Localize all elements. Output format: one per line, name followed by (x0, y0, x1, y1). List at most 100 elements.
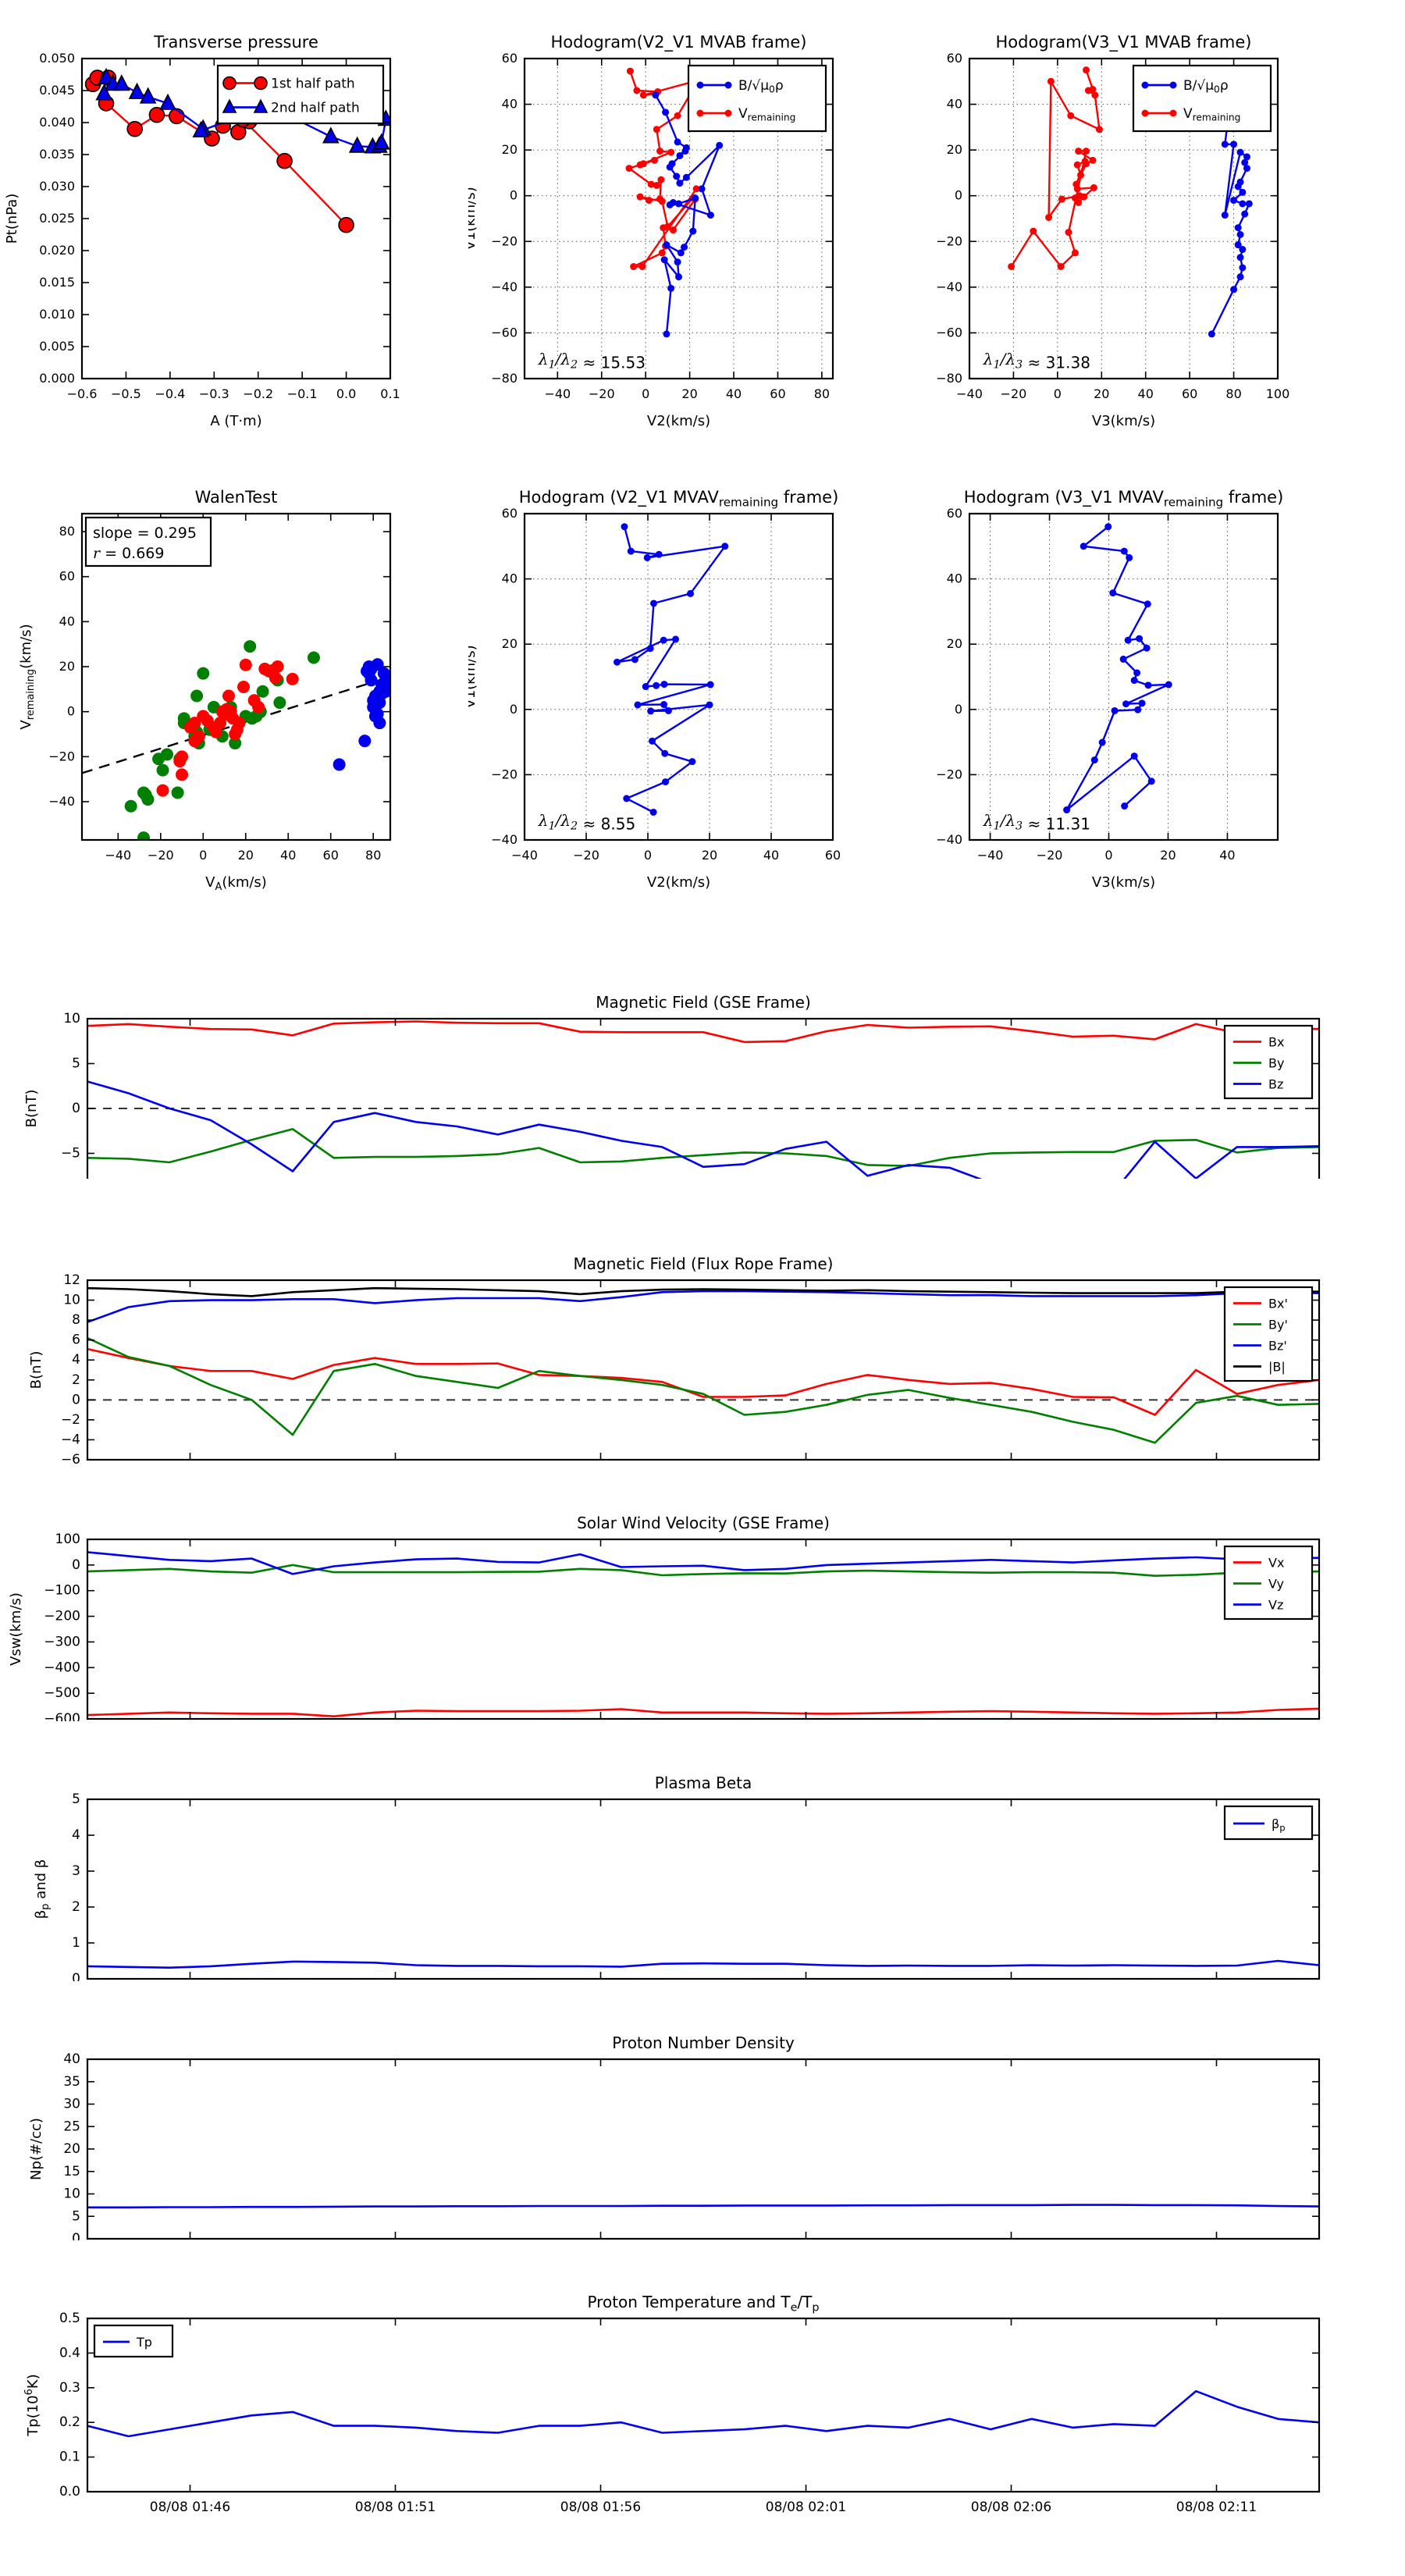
svg-text:100: 100 (55, 1532, 80, 1547)
svg-text:100: 100 (1266, 386, 1290, 401)
svg-text:Bx': Bx' (1268, 1297, 1288, 1311)
svg-text:Tp: Tp (136, 2335, 152, 2350)
panel-hodogram-v3v1-mvab: −40 −20 0 20 40 60 80 100 −80 −60 −40 −20 0 20 40 60 Hod… (937, 33, 1290, 429)
svg-text:Bz': Bz' (1268, 1339, 1287, 1354)
svg-text:0.015: 0.015 (39, 275, 75, 290)
svg-text:0: 0 (642, 386, 649, 401)
svg-text:20: 20 (1160, 848, 1176, 863)
svg-text:0.030: 0.030 (39, 179, 75, 194)
svg-text:0: 0 (72, 1392, 80, 1407)
svg-text:0.050: 0.050 (39, 51, 75, 66)
svg-text:60: 60 (1182, 386, 1197, 401)
svg-text:−40: −40 (937, 279, 962, 294)
svg-text:Proton Number Density: Proton Number Density (612, 2033, 795, 2052)
svg-text:40: 40 (63, 2051, 80, 2067)
svg-text:−80: −80 (491, 371, 518, 386)
svg-text:0: 0 (72, 1101, 80, 1116)
svg-text:0.3: 0.3 (59, 2380, 80, 2396)
svg-text:Vy: Vy (1268, 1577, 1284, 1592)
svg-text:10: 10 (63, 2186, 80, 2202)
svg-text:Hodogram(V2_V1 MVAB frame): Hodogram(V2_V1 MVAB frame) (551, 33, 807, 52)
svg-text:Vx: Vx (1268, 1556, 1284, 1571)
svg-text:V2(km/s): V2(km/s) (647, 413, 710, 429)
svg-text:40: 40 (947, 97, 962, 112)
svg-text:βp: βp (1272, 1816, 1286, 1834)
svg-text:B/√μ0ρ: B/√μ0ρ (1183, 78, 1229, 95)
svg-text:0: 0 (1054, 386, 1062, 401)
svg-text:0.0: 0.0 (59, 2484, 80, 2500)
svg-text:80: 80 (1225, 386, 1241, 401)
svg-text:λ1/λ2 ≈ 8.55: λ1/λ2 ≈ 8.55 (538, 811, 635, 833)
svg-text:60: 60 (770, 386, 785, 401)
svg-text:20: 20 (238, 848, 254, 863)
svg-text:0.1: 0.1 (380, 386, 400, 401)
svg-text:0: 0 (510, 188, 518, 203)
svg-text:40: 40 (280, 848, 296, 863)
svg-text:Hodogram(V3_V1 MVAB frame): Hodogram(V3_V1 MVAB frame) (996, 33, 1252, 52)
svg-text:−2: −2 (61, 1412, 80, 1428)
svg-text:−500: −500 (44, 1685, 80, 1701)
svg-text:WalenTest: WalenTest (195, 488, 278, 507)
svg-text:−40: −40 (956, 386, 983, 401)
svg-text:60: 60 (947, 51, 962, 66)
svg-text:−600: −600 (44, 1711, 80, 1721)
svg-text:−0.1: −0.1 (287, 386, 318, 401)
svg-text:−40: −40 (105, 848, 131, 863)
svg-text:0: 0 (955, 188, 962, 203)
svg-text:Vsw(km/s): Vsw(km/s) (8, 1592, 24, 1666)
svg-text:V3(km/s): V3(km/s) (1092, 413, 1155, 429)
panel-walen-test: −40 −20 0 20 40 60 80 −40 −20 0 20 40 60 80 WalenTest V… (18, 488, 392, 893)
svg-text:r = 0.669: r = 0.669 (93, 545, 165, 562)
svg-text:0.000: 0.000 (39, 371, 75, 386)
svg-text:20: 20 (63, 2141, 80, 2157)
svg-text:20: 20 (59, 659, 75, 674)
svg-text:−40: −40 (937, 832, 962, 847)
svg-text:2: 2 (72, 1899, 80, 1915)
svg-text:40: 40 (726, 386, 742, 401)
svg-text:Magnetic Field (GSE Frame): Magnetic Field (GSE Frame) (596, 993, 811, 1012)
svg-text:−0.4: −0.4 (155, 386, 185, 401)
svg-text:40: 40 (1138, 386, 1154, 401)
svg-text:λ1/λ3 ≈ 11.31: λ1/λ3 ≈ 11.31 (983, 811, 1090, 833)
svg-text:Plasma Beta: Plasma Beta (655, 1774, 752, 1792)
svg-text:−200: −200 (44, 1609, 80, 1624)
svg-text:−0.5: −0.5 (111, 386, 141, 401)
svg-text:6: 6 (72, 1332, 80, 1348)
svg-text:λ1/λ2 ≈ 15.53: λ1/λ2 ≈ 15.53 (538, 350, 646, 372)
svg-text:0.020: 0.020 (39, 243, 75, 258)
svg-text:Transverse pressure: Transverse pressure (153, 33, 318, 52)
svg-text:0: 0 (72, 2231, 80, 2240)
svg-text:Vremaining(km/s): Vremaining(km/s) (18, 624, 37, 729)
svg-text:0.040: 0.040 (39, 115, 75, 130)
svg-text:20: 20 (502, 636, 518, 651)
svg-text:Bz: Bz (1268, 1077, 1283, 1092)
svg-text:4: 4 (72, 1352, 80, 1368)
svg-text:1: 1 (72, 1935, 80, 1951)
svg-text:−0.6: −0.6 (67, 386, 98, 401)
svg-text:−40: −40 (977, 848, 1004, 863)
svg-text:35: 35 (63, 2074, 80, 2090)
svg-text:2: 2 (72, 1372, 80, 1388)
svg-text:−20: −20 (1001, 386, 1027, 401)
svg-text:B(nT): B(nT) (23, 1090, 40, 1128)
svg-text:0: 0 (510, 702, 518, 717)
svg-text:−60: −60 (491, 325, 518, 340)
svg-text:−300: −300 (44, 1634, 80, 1649)
panel-proton-temperature: 08/08 01:46 08/08 01:51 08/08 01:56 08/08 0… (23, 2293, 1321, 2515)
svg-text:Vremaining: Vremaining (1183, 106, 1240, 123)
svg-text:60: 60 (825, 848, 841, 863)
svg-text:60: 60 (59, 569, 75, 584)
svg-text:20: 20 (702, 848, 717, 863)
svg-text:Vremaining: Vremaining (738, 106, 795, 123)
svg-text:40: 40 (502, 97, 518, 112)
svg-text:−20: −20 (491, 233, 518, 248)
svg-text:−20: −20 (573, 848, 599, 863)
svg-text:λ1/λ3 ≈ 31.38: λ1/λ3 ≈ 31.38 (983, 350, 1090, 372)
svg-text:βp and β: βp and β (33, 1859, 52, 1920)
svg-text:0: 0 (67, 704, 75, 719)
